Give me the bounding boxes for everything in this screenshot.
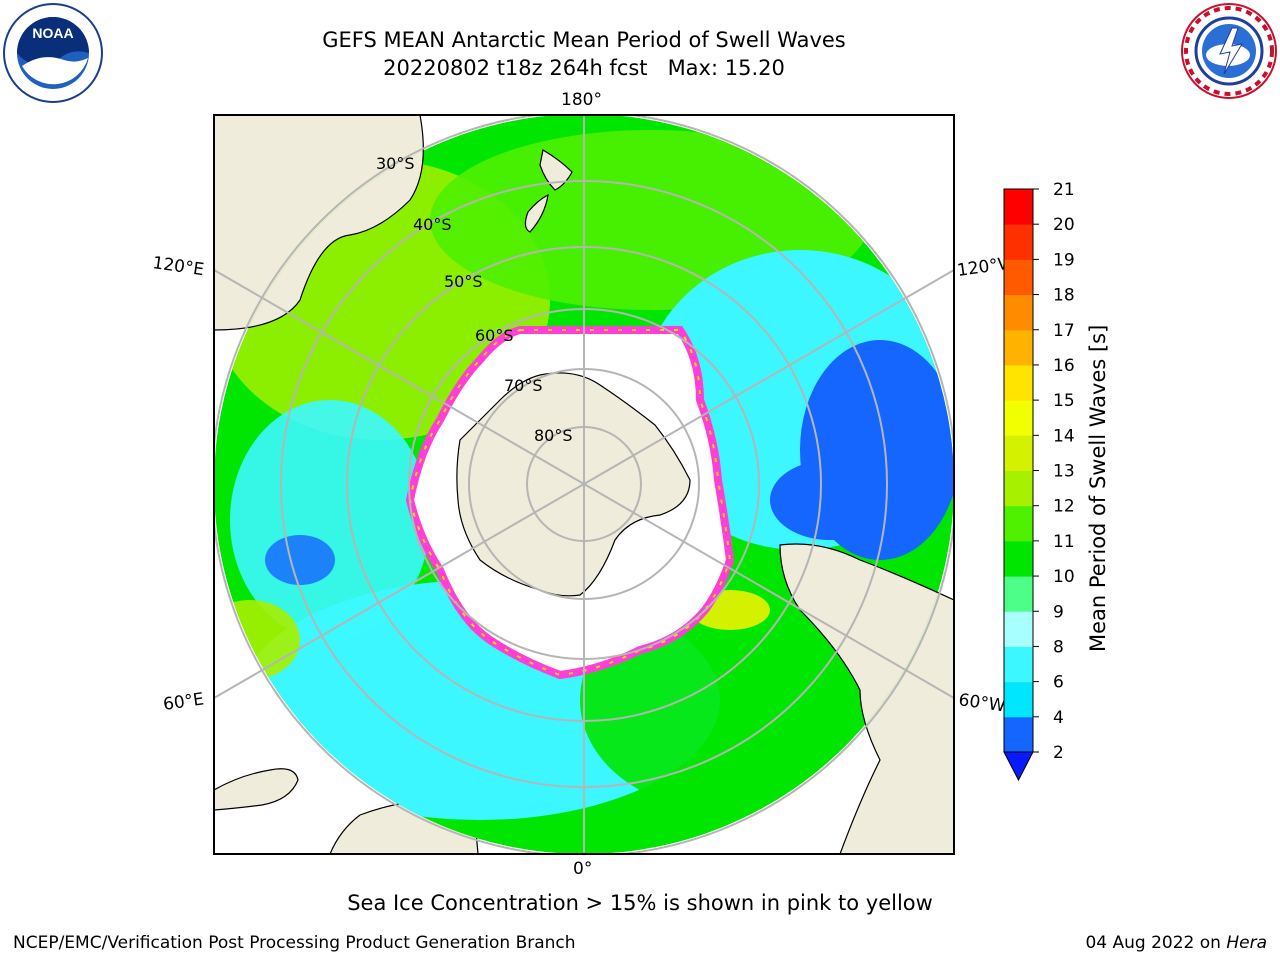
- noaa-logo: NOAA: [3, 3, 103, 103]
- colorbar-bin: [1004, 646, 1033, 683]
- colorbar-bin: [1004, 294, 1033, 331]
- lat-label-60s: 60°S: [475, 326, 514, 345]
- colorbar-tick-label: 20: [1053, 215, 1075, 235]
- footer-branch: NCEP/EMC/Verification Post Processing Pr…: [13, 933, 576, 953]
- colorbar-tick-label: 17: [1053, 321, 1075, 341]
- colorbar-tick-label: 9: [1053, 602, 1064, 622]
- footer-date: 04 Aug 2022 on Hera: [1085, 933, 1267, 953]
- sea-ice-note: Sea Ice Concentration > 15% is shown in …: [347, 891, 933, 915]
- colorbar-tick-label: 15: [1053, 391, 1075, 411]
- colorbar-bin: [1004, 259, 1033, 296]
- graticule: [214, 115, 954, 854]
- colorbar-tick-label: 19: [1053, 250, 1075, 270]
- colorbar-tick-label: 6: [1053, 673, 1064, 693]
- footer-machine: Hera: [1226, 933, 1267, 953]
- colorbar-tick-label: 16: [1053, 356, 1075, 376]
- new-zealand-land: [524, 149, 573, 233]
- swell-zone-4s: [265, 535, 335, 585]
- colorbar-tick-label: 10: [1053, 567, 1075, 587]
- chart-subtitle: 20220802 t18z 264h fcst Max: 15.20: [383, 56, 785, 80]
- colorbar-bin: [1004, 470, 1033, 507]
- colorbar-bin: [1004, 576, 1033, 612]
- colorbar-under-arrow: [1003, 751, 1034, 782]
- lon-label-120e: 120°E: [151, 253, 205, 280]
- colorbar: 2 4 6 8 9 10 11 12 13 14 15 16 17 18 19 20 21: [1003, 180, 1075, 782]
- colorbar-tick-label: 4: [1053, 708, 1064, 728]
- colorbar-tick-label: 11: [1053, 532, 1075, 552]
- colorbar-bin: [1004, 540, 1033, 577]
- colorbar-tick-label: 2: [1053, 743, 1064, 763]
- colorbar-bin: [1004, 611, 1033, 647]
- madagascar-land: [214, 768, 299, 811]
- colorbar-tick-label: 12: [1053, 497, 1075, 517]
- lat-label-40s: 40°S: [413, 215, 452, 234]
- colorbar-tick-label: 21: [1053, 180, 1075, 200]
- lat-label-80s: 80°S: [534, 426, 573, 445]
- lat-label-70s: 70°S: [504, 376, 543, 395]
- map-frame: [213, 114, 955, 855]
- colorbar-tick-label: 13: [1053, 462, 1075, 482]
- colorbar-bin: [1004, 329, 1033, 366]
- swell-zone-2s-b: [770, 460, 890, 540]
- colorbar-tick-label: 14: [1053, 426, 1075, 446]
- colorbar-label: Mean Period of Swell Waves [s]: [1086, 324, 1110, 652]
- lon-label-60w: 60°W: [957, 690, 1006, 716]
- noaa-logo-text: NOAA: [32, 25, 73, 41]
- colorbar-bin: [1004, 716, 1033, 753]
- footer-date-text: 04 Aug 2022 on: [1085, 933, 1227, 953]
- lon-label-0: 0°: [573, 859, 592, 879]
- lat-label-30s: 30°S: [376, 154, 415, 173]
- colorbar-bin: [1004, 681, 1033, 718]
- lat-label-50s: 50°S: [444, 272, 483, 291]
- lon-label-180: 180°: [561, 90, 602, 110]
- colorbar-bin: [1004, 224, 1033, 260]
- colorbar-bin: [1004, 189, 1033, 225]
- nws-logo: [1181, 3, 1277, 99]
- colorbar-bin: [1004, 505, 1033, 542]
- colorbar-tick-label: 8: [1053, 637, 1064, 657]
- colorbar-bin: [1004, 435, 1033, 471]
- chart-title: GEFS MEAN Antarctic Mean Period of Swell…: [322, 28, 846, 52]
- colorbar-tick-label: 18: [1053, 286, 1075, 306]
- antarctica-land: [456, 372, 691, 597]
- colorbar-bin: [1004, 400, 1033, 436]
- colorbar-bin: [1004, 364, 1033, 401]
- lon-label-60e: 60°E: [162, 689, 205, 714]
